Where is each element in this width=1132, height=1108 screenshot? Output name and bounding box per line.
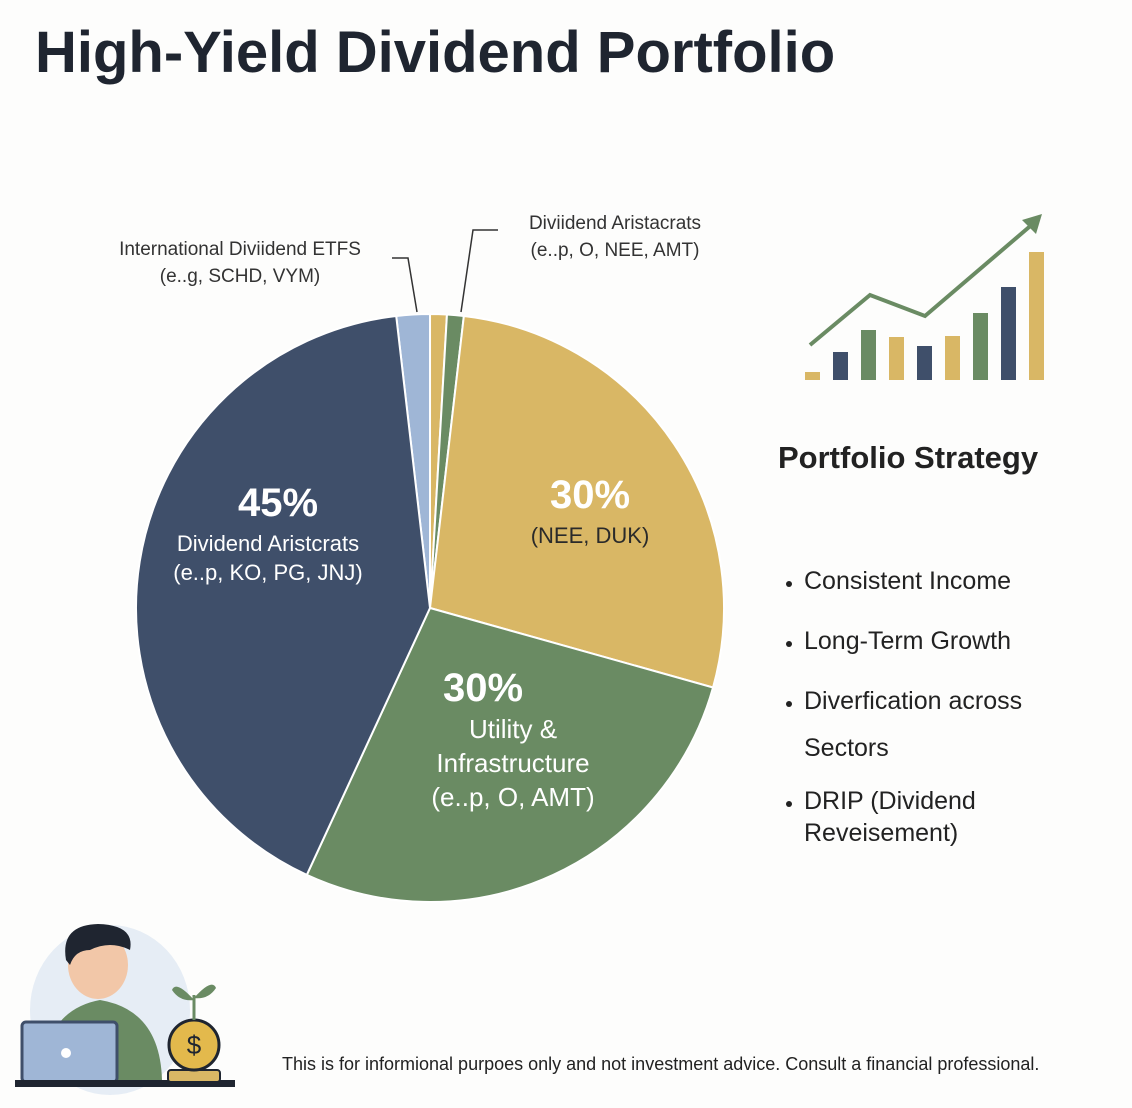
callout-label: Diviidend Aristacrats (e..p, O, NEE, AMT… (528, 213, 702, 261)
strategy-item: Consistent Income (804, 558, 1094, 605)
slice-percent: 30% (442, 666, 524, 710)
svg-text:$: $ (187, 1030, 202, 1060)
person-illustration: $ (15, 924, 235, 1095)
slice-label: Utility & Infrastructure (e..p, O, AMT) (431, 714, 595, 812)
trend-icon (805, 214, 1044, 380)
strategy-item: DRIP (Dividend Reveisement) (804, 785, 1004, 849)
pie-slice (305, 606, 715, 903)
slice-label: (NEE, DUK) (530, 523, 650, 548)
callout-label: International Diviidend ETFS (e..g, SCHD… (119, 239, 361, 287)
slice-label: Dividend Aristcrats (e..p, KO, PG, JNJ) (173, 531, 363, 585)
strategy-list: Consistent Income Long-Term Growth Diverfi… (778, 558, 1094, 862)
disclaimer: This is for informional purpoes only and… (282, 1054, 1039, 1074)
slice-percent: 30% (549, 473, 631, 517)
strategy-item: Long-Term Growth (804, 618, 1094, 665)
strategy-title: Portfolio Strategy (778, 440, 1039, 475)
leader-line (392, 257, 418, 313)
pie-slice (135, 314, 432, 877)
pie-slice (428, 314, 725, 689)
strategy-item: Diverfication across Sectors (804, 678, 1094, 772)
leader-line (460, 229, 498, 313)
slice-percent: 45% (237, 481, 319, 525)
chart-title: High-Yield Dividend Portfolio (35, 20, 835, 85)
